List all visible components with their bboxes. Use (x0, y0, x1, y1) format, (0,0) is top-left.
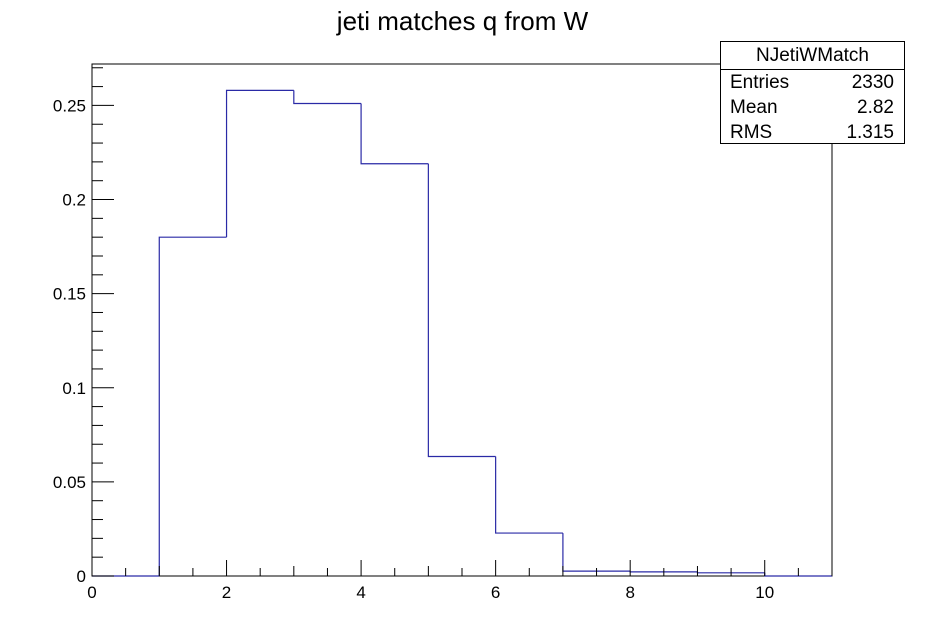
histogram-bin (225, 89, 294, 238)
histogram-bin (495, 456, 563, 534)
axis-ticks (91, 67, 833, 577)
stats-box-title: NJetiWMatch (721, 42, 904, 70)
histogram-bin (562, 533, 631, 572)
x-tick-label: 2 (222, 583, 231, 602)
histogram-series (92, 89, 832, 577)
x-tick-label: 10 (755, 583, 774, 602)
tick-labels: 0 2 4 6 8 10 0 0.05 0.1 0.15 0.2 0.25 (53, 96, 774, 602)
stats-value: 2330 (851, 72, 894, 93)
y-tick-label: 0.05 (53, 473, 86, 492)
histogram-bin (360, 103, 429, 165)
histogram-bin (427, 163, 496, 458)
x-tick-label: 6 (491, 583, 500, 602)
stats-value: 1.315 (846, 122, 894, 143)
stats-label: Mean (730, 97, 778, 118)
stats-row-rms: RMS 1.315 (721, 120, 904, 145)
stats-row-entries: Entries 2330 (721, 70, 904, 95)
stats-label: Entries (730, 72, 790, 93)
y-tick-label: 0.2 (62, 191, 86, 210)
y-tick-label: 0 (77, 567, 86, 586)
stats-row-mean: Mean 2.82 (721, 95, 904, 120)
chart-title: jeti matches q from W (336, 6, 589, 36)
histogram-bin (293, 90, 362, 105)
stats-value: 2.82 (857, 97, 894, 118)
x-tick-label: 0 (87, 583, 96, 602)
histogram-bin (158, 236, 227, 576)
y-tick-label: 0.15 (53, 285, 86, 304)
stats-box: NJetiWMatch Entries 2330 Mean 2.82 RMS 1… (720, 41, 905, 144)
x-tick-label: 4 (356, 583, 365, 602)
stats-label: RMS (730, 122, 773, 143)
y-tick-label: 0.1 (62, 379, 86, 398)
y-tick-label: 0.25 (53, 96, 86, 115)
x-tick-label: 8 (625, 583, 634, 602)
